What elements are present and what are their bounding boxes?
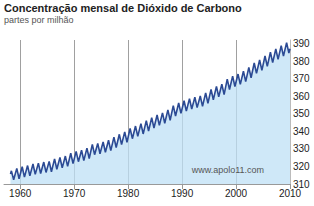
- svg-text:1980: 1980: [117, 188, 140, 199]
- svg-text:320: 320: [293, 161, 310, 172]
- svg-text:1960: 1960: [9, 188, 32, 199]
- svg-text:360: 360: [293, 91, 310, 102]
- svg-text:Concentração mensal de Dióxido: Concentração mensal de Dióxido de Carbon…: [4, 2, 242, 14]
- svg-text:350: 350: [293, 108, 310, 119]
- svg-text:380: 380: [293, 56, 310, 67]
- svg-text:390: 390: [293, 38, 310, 49]
- svg-text:partes por milhão: partes por milhão: [4, 15, 74, 25]
- svg-text:340: 340: [293, 126, 310, 137]
- svg-text:1970: 1970: [63, 188, 86, 199]
- svg-text:www.apolo11.com: www.apolo11.com: [191, 165, 264, 175]
- svg-text:330: 330: [293, 143, 310, 154]
- svg-text:1990: 1990: [171, 188, 194, 199]
- svg-text:2000: 2000: [225, 188, 248, 199]
- svg-text:2010: 2010: [279, 188, 302, 199]
- svg-text:310: 310: [293, 178, 310, 190]
- svg-text:370: 370: [293, 73, 310, 84]
